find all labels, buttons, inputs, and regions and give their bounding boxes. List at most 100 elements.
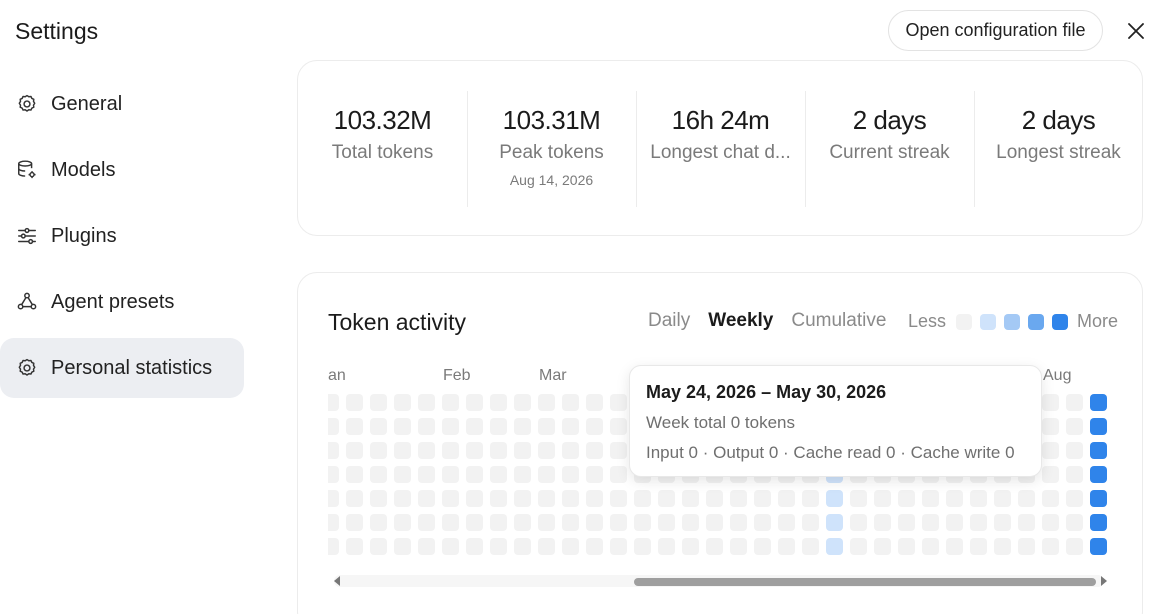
heatmap-cell[interactable] [394,442,411,459]
heatmap-cell[interactable] [418,442,435,459]
heatmap-cell[interactable] [1066,442,1083,459]
heatmap-cell[interactable] [970,514,987,531]
heatmap-cell[interactable] [394,538,411,555]
close-button[interactable] [1122,17,1150,45]
heatmap-cell[interactable] [586,418,603,435]
heatmap-cell[interactable] [994,490,1011,507]
heatmap-cell[interactable] [1090,442,1107,459]
tab-daily[interactable]: Daily [648,310,691,331]
heatmap-cell[interactable] [442,490,459,507]
scrollbar-thumb[interactable] [634,578,1096,586]
heatmap-cell[interactable] [328,490,339,507]
heatmap-cell[interactable] [346,538,363,555]
heatmap-cell[interactable] [754,538,771,555]
heatmap-cell[interactable] [586,466,603,483]
heatmap-cell[interactable] [850,490,867,507]
sidebar-item-models[interactable]: Models [0,140,244,200]
heatmap-cell[interactable] [586,394,603,411]
heatmap-cell[interactable] [922,490,939,507]
heatmap-cell[interactable] [538,442,555,459]
heatmap-cell[interactable] [562,490,579,507]
heatmap-cell[interactable] [1090,514,1107,531]
heatmap-cell[interactable] [634,538,651,555]
heatmap-cell[interactable] [370,394,387,411]
heatmap-cell[interactable] [994,514,1011,531]
heatmap-cell[interactable] [466,490,483,507]
heatmap-cell[interactable] [394,490,411,507]
heatmap-cell[interactable] [778,538,795,555]
heatmap-cell[interactable] [346,490,363,507]
heatmap-cell[interactable] [610,490,627,507]
heatmap-cell[interactable] [802,514,819,531]
heatmap-cell[interactable] [394,394,411,411]
heatmap-cell[interactable] [418,514,435,531]
heatmap-cell[interactable] [490,418,507,435]
heatmap-cell[interactable] [490,490,507,507]
heatmap-cell[interactable] [490,514,507,531]
heatmap-cell[interactable] [562,538,579,555]
heatmap-cell[interactable] [730,490,747,507]
heatmap-cell[interactable] [562,394,579,411]
heatmap-cell[interactable] [946,490,963,507]
heatmap-cell[interactable] [994,538,1011,555]
heatmap-cell[interactable] [328,538,339,555]
scroll-right-arrow-icon[interactable] [1101,576,1107,586]
heatmap-cell[interactable] [514,466,531,483]
heatmap-cell[interactable] [490,466,507,483]
heatmap-cell[interactable] [1090,394,1107,411]
heatmap-cell[interactable] [418,490,435,507]
heatmap-cell[interactable] [874,538,891,555]
heatmap-cell[interactable] [370,418,387,435]
heatmap-cell[interactable] [1018,538,1035,555]
heatmap-cell[interactable] [610,466,627,483]
heatmap-cell[interactable] [442,418,459,435]
heatmap-cell[interactable] [562,418,579,435]
heatmap-cell[interactable] [514,394,531,411]
heatmap-cell[interactable] [346,466,363,483]
heatmap-cell[interactable] [346,418,363,435]
heatmap-cell[interactable] [538,538,555,555]
heatmap-cell[interactable] [778,514,795,531]
heatmap-cell[interactable] [442,442,459,459]
heatmap-cell[interactable] [466,394,483,411]
heatmap-cell[interactable] [514,418,531,435]
heatmap-cell[interactable] [442,394,459,411]
heatmap-cell[interactable] [1042,514,1059,531]
heatmap-cell[interactable] [874,514,891,531]
tab-weekly[interactable]: Weekly [708,310,774,331]
heatmap-cell[interactable] [328,442,339,459]
sidebar-item-personal-statistics[interactable]: Personal statistics [0,338,244,398]
heatmap-cell[interactable] [394,514,411,531]
heatmap-cell[interactable] [370,466,387,483]
heatmap-cell[interactable] [1066,514,1083,531]
heatmap-cell[interactable] [466,466,483,483]
heatmap-cell[interactable] [1042,538,1059,555]
heatmap-cell[interactable] [778,490,795,507]
heatmap-cell[interactable] [466,442,483,459]
heatmap-cell[interactable] [898,514,915,531]
heatmap-cell[interactable] [658,538,675,555]
heatmap-cell[interactable] [610,514,627,531]
heatmap-cell[interactable] [346,514,363,531]
heatmap-cell[interactable] [370,514,387,531]
heatmap-cell[interactable] [1090,490,1107,507]
heatmap-cell[interactable] [682,514,699,531]
heatmap-cell[interactable] [490,394,507,411]
heatmap-cell[interactable] [514,490,531,507]
heatmap-cell[interactable] [898,538,915,555]
heatmap-cell[interactable] [346,394,363,411]
heatmap-cell[interactable] [970,538,987,555]
heatmap-cell[interactable] [634,514,651,531]
heatmap-cell[interactable] [1066,490,1083,507]
heatmap-cell[interactable] [1042,394,1059,411]
heatmap-cell[interactable] [466,538,483,555]
heatmap-cell[interactable] [850,514,867,531]
heatmap-cell[interactable] [328,418,339,435]
heatmap-cell[interactable] [706,490,723,507]
heatmap-cell[interactable] [418,538,435,555]
heatmap-cell[interactable] [586,538,603,555]
heatmap-cell[interactable] [634,490,651,507]
heatmap-cell[interactable] [346,442,363,459]
sidebar-item-general[interactable]: General [0,74,244,134]
heatmap-cell[interactable] [538,394,555,411]
